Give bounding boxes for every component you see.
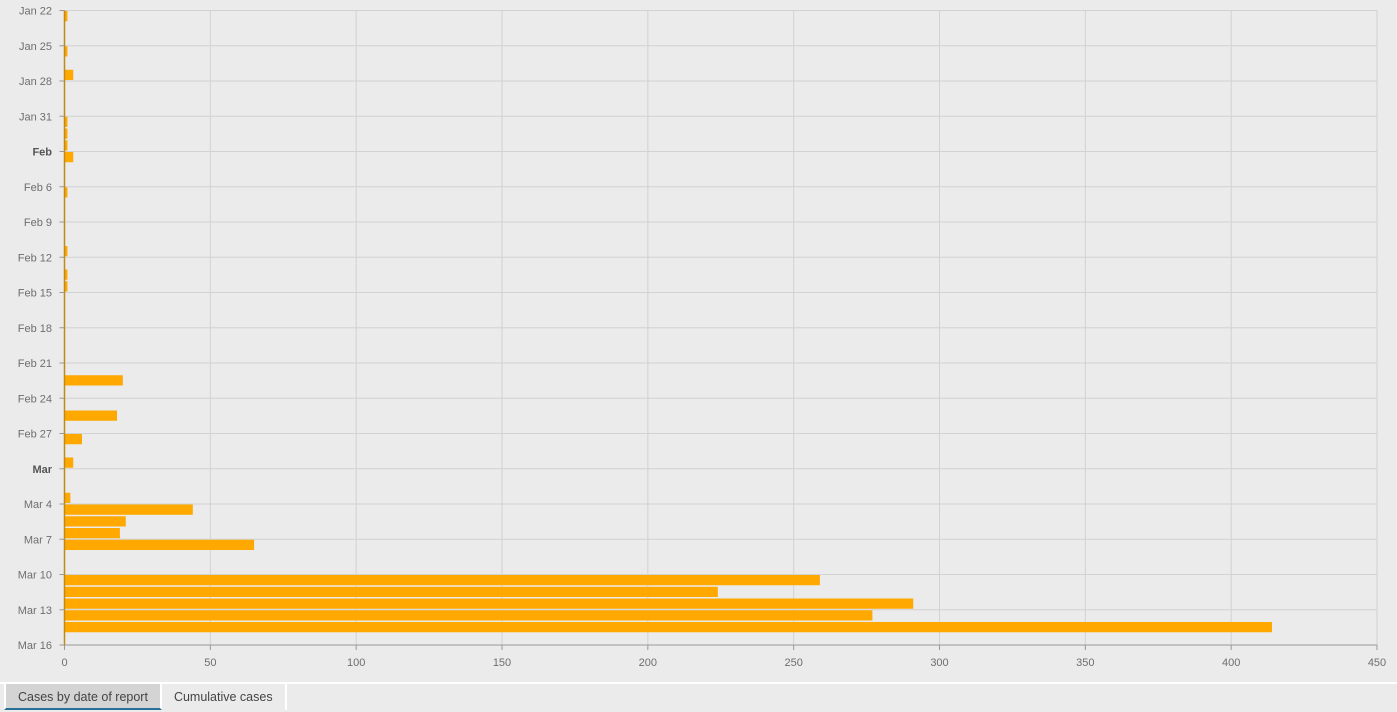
bar — [64, 281, 68, 292]
x-tick-label: 200 — [639, 657, 657, 669]
bar — [64, 375, 123, 386]
y-tick-label: Feb 21 — [18, 358, 52, 370]
x-tick-label: 0 — [61, 657, 67, 669]
bar — [64, 492, 71, 503]
bar — [64, 434, 82, 445]
bar — [64, 457, 74, 468]
tab-bar: Cases by date of report Cumulative cases — [0, 682, 1397, 712]
y-tick-label: Mar 10 — [18, 570, 52, 582]
bar — [64, 116, 68, 127]
bar — [64, 504, 193, 515]
y-tick-label: Mar — [32, 464, 52, 476]
x-tick-label: 300 — [930, 657, 948, 669]
bar — [64, 246, 68, 257]
y-tick-label: Mar 16 — [18, 640, 52, 652]
y-tick-label: Mar 4 — [24, 499, 52, 511]
tab-cases-by-date[interactable]: Cases by date of report — [4, 684, 162, 710]
bar — [64, 152, 74, 163]
x-tick-label: 50 — [204, 657, 216, 669]
bar — [64, 622, 1272, 633]
y-tick-label: Feb 9 — [24, 217, 52, 229]
bar — [64, 598, 914, 609]
bar — [64, 128, 68, 139]
bar — [64, 269, 68, 280]
y-tick-label: Feb — [32, 147, 52, 159]
y-tick-label: Feb 18 — [18, 323, 52, 335]
y-tick-label: Mar 13 — [18, 605, 52, 617]
y-tick-label: Feb 24 — [18, 393, 52, 405]
bars — [64, 11, 1272, 633]
bar — [64, 539, 255, 550]
y-tick-label: Feb 6 — [24, 182, 52, 194]
x-tick-label: 400 — [1222, 657, 1240, 669]
bar — [64, 140, 68, 151]
bar — [64, 528, 120, 539]
y-tick-label: Jan 22 — [19, 6, 52, 18]
y-tick-label: Jan 25 — [19, 41, 52, 53]
axes: 0 50 100 150 200 250 300 350 400 450 Jan 22 Jan 25 J… — [18, 6, 1386, 670]
x-tick-label: 350 — [1076, 657, 1094, 669]
x-tick-label: 150 — [493, 657, 511, 669]
tab-cumulative-cases[interactable]: Cumulative cases — [161, 684, 287, 710]
y-tick-label: Jan 28 — [19, 76, 52, 88]
bar-chart: 0 50 100 150 200 250 300 350 400 450 Jan 22 Jan 25 J… — [18, 6, 1386, 670]
bar — [64, 69, 74, 80]
x-tick-label: 100 — [347, 657, 365, 669]
y-tick-label: Feb 27 — [18, 429, 52, 441]
y-tick-label: Mar 7 — [24, 534, 52, 546]
bar — [64, 575, 820, 586]
bar — [64, 610, 873, 621]
bar — [64, 516, 126, 527]
y-tick-label: Jan 31 — [19, 111, 52, 123]
bar — [64, 11, 68, 22]
y-tick-label: Feb 12 — [18, 252, 52, 264]
grid — [64, 10, 1378, 645]
bar — [64, 410, 117, 421]
y-tick-label: Feb 15 — [18, 288, 52, 300]
x-tick-label: 250 — [784, 657, 802, 669]
bar — [64, 46, 68, 57]
x-tick-label: 450 — [1368, 657, 1386, 669]
bar — [64, 187, 68, 198]
bar — [64, 586, 718, 597]
